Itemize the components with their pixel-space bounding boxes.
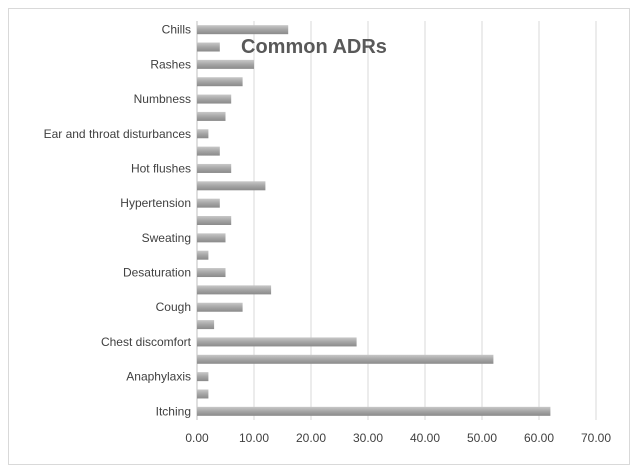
chart-title: Common ADRs bbox=[241, 36, 387, 58]
category-label: Anaphylaxis bbox=[126, 370, 191, 384]
chart-frame: Chills Rashes Numbness Ear and throat distu… bbox=[8, 8, 630, 465]
bar bbox=[197, 77, 243, 87]
bars bbox=[197, 25, 551, 416]
category-label: Desaturation bbox=[123, 266, 191, 280]
category-label: Numbness bbox=[134, 92, 191, 106]
bar bbox=[197, 285, 272, 295]
bar bbox=[197, 25, 289, 35]
x-tick-label: 0.00 bbox=[185, 431, 209, 445]
x-tick-label: 20.00 bbox=[296, 431, 326, 445]
bar bbox=[197, 111, 226, 121]
category-label: Rashes bbox=[150, 57, 191, 71]
category-labels: Chills Rashes Numbness Ear and throat distu… bbox=[44, 23, 192, 419]
category-label: Chest discomfort bbox=[101, 335, 192, 349]
x-tick-label: 50.00 bbox=[467, 431, 497, 445]
bar bbox=[197, 320, 215, 330]
category-label: Sweating bbox=[142, 231, 191, 245]
gridlines bbox=[196, 21, 597, 420]
category-label: Cough bbox=[156, 300, 191, 314]
category-label: Itching bbox=[156, 404, 191, 418]
bar bbox=[197, 59, 254, 69]
bar bbox=[197, 233, 226, 243]
bar bbox=[197, 302, 243, 312]
bar bbox=[197, 372, 209, 382]
x-tick-label: 40.00 bbox=[410, 431, 440, 445]
category-label: Ear and throat disturbances bbox=[44, 127, 191, 141]
bar bbox=[197, 181, 266, 191]
bar bbox=[197, 406, 551, 416]
bar bbox=[197, 250, 209, 260]
bar bbox=[197, 337, 357, 347]
bar-chart: Chills Rashes Numbness Ear and throat distu… bbox=[44, 21, 611, 445]
bar bbox=[197, 389, 209, 399]
x-tick-label: 10.00 bbox=[239, 431, 269, 445]
category-label: Chills bbox=[162, 23, 191, 37]
bar bbox=[197, 163, 232, 173]
x-tick-label: 30.00 bbox=[353, 431, 383, 445]
bar bbox=[197, 268, 226, 278]
bar bbox=[197, 146, 220, 156]
category-label: Hot flushes bbox=[131, 161, 191, 175]
category-label: Hypertension bbox=[120, 196, 191, 210]
bar bbox=[197, 94, 232, 104]
x-tick-labels: 0.00 10.00 20.00 30.00 40.00 50.00 60.00 70.00 bbox=[185, 431, 611, 445]
bar bbox=[197, 354, 494, 364]
bar bbox=[197, 216, 232, 225]
bar bbox=[197, 129, 209, 139]
bar bbox=[197, 42, 220, 52]
x-tick-label: 60.00 bbox=[524, 431, 554, 445]
x-tick-label: 70.00 bbox=[581, 431, 611, 445]
bar bbox=[197, 198, 220, 208]
